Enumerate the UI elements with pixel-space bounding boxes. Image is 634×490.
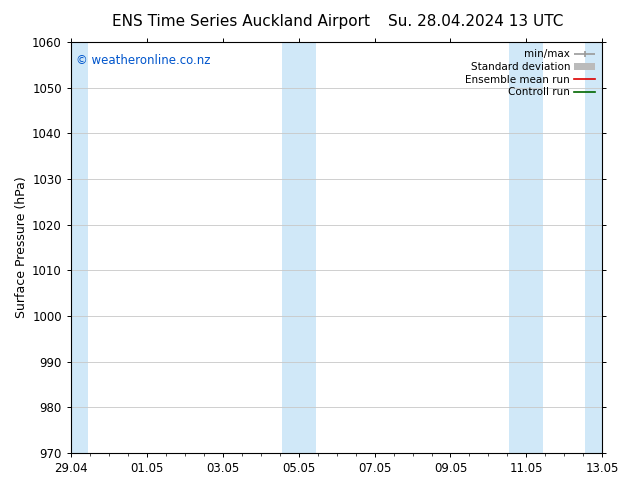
Bar xyxy=(69,42,88,453)
Text: © weatheronline.co.nz: © weatheronline.co.nz xyxy=(76,54,210,68)
Text: Su. 28.04.2024 13 UTC: Su. 28.04.2024 13 UTC xyxy=(388,14,563,29)
Bar xyxy=(281,42,316,453)
Text: ENS Time Series Auckland Airport: ENS Time Series Auckland Airport xyxy=(112,14,370,29)
Y-axis label: Surface Pressure (hPa): Surface Pressure (hPa) xyxy=(15,176,28,318)
Legend: min/max, Standard deviation, Ensemble mean run, Controll run: min/max, Standard deviation, Ensemble me… xyxy=(463,47,597,99)
Bar xyxy=(585,42,604,453)
Bar xyxy=(509,42,543,453)
